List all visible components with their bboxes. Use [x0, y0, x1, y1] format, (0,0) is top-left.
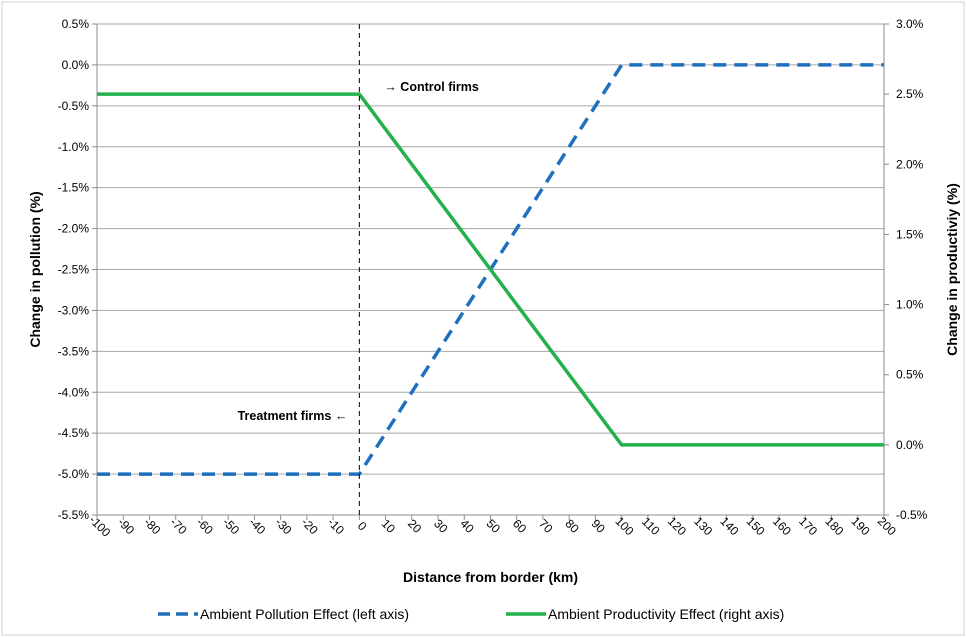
y-right-tick-labels: 3.0% 2.5% 2.0% 1.5% 1.0% 0.5% 0.0% -0.5%	[896, 17, 928, 522]
legend-label-productivity: Ambient Productivity Effect (right axis)	[548, 606, 784, 622]
y-left-tick-label: -4.0%	[58, 385, 90, 399]
y-left-axis-title: Change in pollution (%)	[27, 191, 43, 347]
y-left-tick-label: -3.0%	[58, 303, 90, 317]
y-right-tick-label: 2.5%	[896, 87, 924, 101]
y-right-tick-label: 3.0%	[896, 17, 924, 31]
y-left-tick-label: -2.5%	[58, 263, 90, 277]
y-right-tick-label: 1.5%	[896, 227, 924, 241]
axes	[92, 23, 889, 520]
y-right-tick-label: 0.0%	[896, 438, 924, 452]
y-left-tick-label: 0.5%	[62, 17, 90, 31]
y-left-tick-label: 0.0%	[62, 58, 90, 72]
y-right-tick-label: 0.5%	[896, 368, 924, 382]
y-left-tick-label: -0.5%	[58, 99, 90, 113]
treatment-firms-annotation: Treatment firms ←	[238, 409, 348, 423]
series	[97, 63, 884, 476]
y-left-tick-label: -5.0%	[58, 467, 90, 481]
control-firms-annotation: → Control firms	[384, 80, 478, 94]
control-annotation-bg	[369, 72, 520, 98]
y-left-tick-label: -5.5%	[58, 508, 90, 522]
y-left-tick-label: -1.5%	[58, 181, 90, 195]
y-right-tick-label: -0.5%	[896, 508, 928, 522]
legend-label-pollution: Ambient Pollution Effect (left axis)	[200, 606, 409, 622]
y-left-tick-label: -3.5%	[58, 344, 90, 358]
productivity-series-line	[97, 92, 884, 447]
y-right-axis-title: Change in productiviy (%)	[944, 183, 960, 356]
y-left-tick-label: -2.0%	[58, 222, 90, 236]
y-left-tick-labels: 0.5% 0.0% -0.5% -1.0% -1.5% -2.0% -2.5% -3.0% -3…	[58, 17, 90, 522]
x-axis-title: Distance from border (km)	[403, 569, 578, 585]
y-left-tick-label: -1.0%	[58, 140, 90, 154]
y-left-tick-label: -4.5%	[58, 426, 90, 440]
y-right-tick-label: 1.0%	[896, 298, 924, 312]
legend: Ambient Pollution Effect (left axis) Amb…	[158, 606, 784, 622]
y-right-tick-label: 2.0%	[896, 157, 924, 171]
